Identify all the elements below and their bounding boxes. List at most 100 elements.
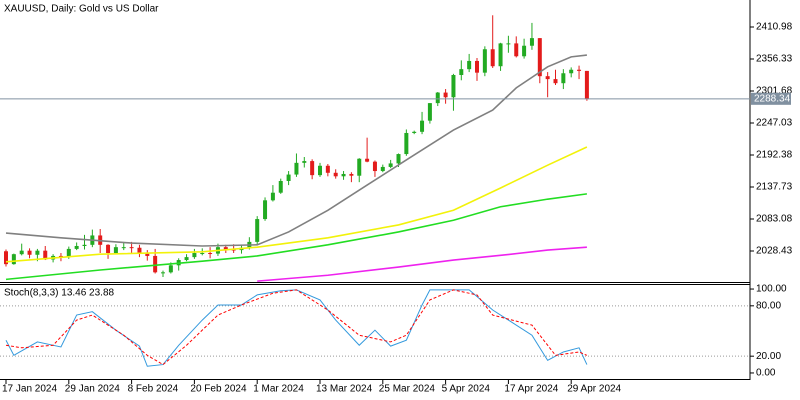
y-tick-label: 2083.08 — [756, 214, 793, 225]
candle-body — [208, 253, 213, 255]
candle-body — [561, 73, 566, 84]
candle-body — [231, 249, 236, 251]
y-tick-label: 20.00 — [756, 351, 781, 362]
x-tick-label: 29 Apr 2024 — [567, 384, 621, 395]
candle-body — [310, 161, 315, 176]
candle-body — [184, 257, 189, 261]
price-label: 2288.34 — [754, 93, 791, 104]
candle-body — [333, 172, 338, 177]
candle-body — [145, 253, 150, 256]
x-tick-label: 1 Mar 2024 — [253, 384, 304, 395]
candle-body — [396, 154, 401, 164]
candle-body — [286, 174, 291, 181]
x-tick-label: 29 Jan 2024 — [65, 384, 120, 395]
candle-body — [200, 253, 205, 255]
stoch-panel — [0, 289, 750, 367]
candle-body — [490, 49, 495, 67]
y-tick-label: 2028.43 — [756, 246, 793, 257]
candle-body — [27, 250, 32, 255]
candle-body — [318, 165, 322, 176]
indicator-title: Stoch(8,3,3) 13.46 23.88 — [4, 288, 115, 299]
candle-body — [584, 70, 589, 100]
x-tick-label: 8 Feb 2024 — [128, 384, 179, 395]
candle-body — [459, 69, 464, 76]
x-tick-label: 17 Jan 2024 — [2, 384, 57, 395]
stoch-line — [5, 289, 588, 366]
candle-body — [443, 92, 448, 98]
candle-body — [137, 247, 142, 254]
candle-body — [577, 69, 582, 71]
candle-body — [4, 251, 8, 265]
axes: 2410.98 2356.33 2301.68 2247.03 2192.38 2137.… — [2, 22, 793, 395]
candle-body — [522, 45, 527, 57]
candle-body — [412, 131, 417, 133]
candle-body — [66, 248, 71, 258]
moving-average — [5, 54, 587, 247]
candle-body — [302, 161, 307, 163]
candle-body — [19, 250, 24, 255]
candle-body — [514, 43, 519, 57]
stoch-line — [5, 289, 588, 367]
candle-body — [420, 120, 425, 132]
candle-body — [498, 43, 503, 67]
candle-body — [223, 247, 228, 250]
candle-body — [129, 247, 134, 249]
candle-body — [569, 69, 574, 74]
candle-body — [529, 38, 534, 46]
chart-title: XAUUSD, Daily: Gold vs US Dollar — [4, 4, 159, 15]
y-tick-label: 2192.38 — [756, 150, 793, 161]
candle-body — [427, 103, 432, 121]
moving-average — [5, 146, 588, 263]
candle-body — [263, 200, 268, 220]
price-label-box — [751, 92, 791, 105]
y-tick-label: 2356.33 — [756, 54, 793, 65]
x-tick-label: 5 Apr 2024 — [442, 384, 491, 395]
candle-body — [380, 166, 385, 172]
candle-body — [270, 192, 275, 201]
candle-body — [278, 180, 283, 193]
y-tick-label: 100.00 — [756, 284, 787, 295]
candle-body — [255, 219, 260, 242]
candle-body — [325, 165, 330, 173]
x-tick-label: 13 Mar 2024 — [316, 384, 373, 395]
candle-body — [506, 43, 511, 45]
moving-average — [257, 246, 587, 282]
x-tick-label: 17 Apr 2024 — [504, 384, 558, 395]
candle-body — [404, 132, 409, 155]
candle-body — [365, 158, 370, 162]
candle-body — [58, 255, 63, 258]
candle-body — [537, 38, 542, 77]
y-tick-label: 2410.98 — [756, 22, 793, 33]
candle-body — [82, 244, 87, 246]
candle-body — [106, 244, 111, 254]
candle-body — [372, 161, 377, 172]
candle-body — [467, 60, 472, 70]
candle-body — [11, 254, 16, 265]
candle-body — [43, 250, 48, 260]
y-tick-label: 80.00 — [756, 300, 781, 311]
candle-body — [435, 92, 440, 104]
candle-body — [74, 245, 79, 249]
candle-body — [475, 60, 479, 73]
candle-body — [482, 49, 487, 73]
candle-body — [168, 265, 173, 273]
candle-body — [161, 272, 165, 274]
candle-body — [294, 162, 299, 175]
candle-body — [357, 158, 362, 176]
candle-body — [388, 163, 393, 167]
candle-body — [113, 247, 118, 254]
candle-body — [349, 173, 354, 176]
candle-body — [545, 76, 550, 80]
price-panel — [0, 15, 750, 282]
x-tick-label: 20 Feb 2024 — [190, 384, 247, 395]
candle-body — [192, 253, 197, 258]
y-tick-label: 0.00 — [756, 368, 776, 379]
moving-average — [5, 193, 588, 281]
candle-body — [153, 255, 158, 273]
x-tick-label: 25 Mar 2024 — [379, 384, 436, 395]
y-tick-label: 2301.68 — [756, 86, 793, 97]
y-tick-label: 2247.03 — [756, 118, 793, 129]
candle-body — [553, 79, 558, 84]
